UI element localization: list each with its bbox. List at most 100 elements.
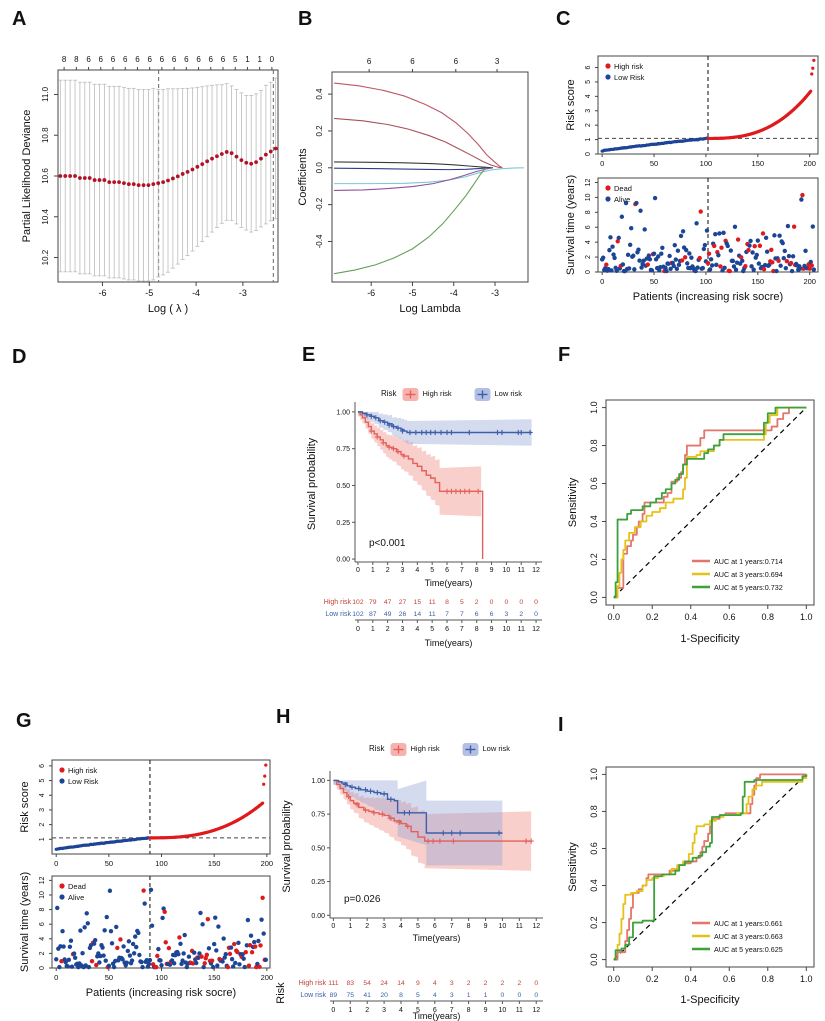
svg-text:8: 8 bbox=[467, 1007, 471, 1014]
svg-text:6: 6 bbox=[160, 55, 165, 64]
coef-path-0 bbox=[334, 82, 503, 169]
svg-text:0.0: 0.0 bbox=[607, 612, 620, 622]
svg-text:4: 4 bbox=[399, 923, 403, 930]
svg-text:11: 11 bbox=[518, 626, 525, 633]
svg-text:12: 12 bbox=[39, 876, 46, 884]
svg-text:1: 1 bbox=[484, 992, 488, 999]
panel-letter-h: H bbox=[276, 706, 291, 728]
svg-text:1.0: 1.0 bbox=[589, 768, 599, 781]
svg-text:10: 10 bbox=[499, 923, 507, 930]
svg-text:10: 10 bbox=[502, 567, 510, 574]
svg-text:200: 200 bbox=[261, 859, 274, 868]
panel-letter-c: C bbox=[556, 8, 571, 30]
svg-text:0: 0 bbox=[517, 992, 521, 999]
svg-text:5: 5 bbox=[233, 55, 238, 64]
svg-text:High risk: High risk bbox=[299, 980, 327, 987]
svg-text:11: 11 bbox=[518, 567, 525, 574]
svg-text:-6: -6 bbox=[98, 288, 106, 298]
svg-text:0.0: 0.0 bbox=[607, 974, 620, 984]
panel-letter-i: I bbox=[558, 714, 564, 736]
svg-text:6: 6 bbox=[410, 57, 415, 66]
svg-text:0: 0 bbox=[534, 992, 538, 999]
svg-text:150: 150 bbox=[752, 159, 765, 168]
svg-text:Risk: Risk bbox=[381, 389, 398, 398]
svg-text:1: 1 bbox=[467, 992, 471, 999]
svg-text:2: 2 bbox=[585, 123, 592, 127]
svg-text:Coefficients: Coefficients bbox=[297, 148, 309, 206]
svg-text:5: 5 bbox=[430, 567, 434, 574]
svg-text:7: 7 bbox=[460, 611, 464, 618]
svg-text:Survival probability: Survival probability bbox=[281, 800, 293, 893]
svg-text:200: 200 bbox=[803, 159, 816, 168]
svg-text:6: 6 bbox=[585, 65, 592, 69]
svg-text:Risk: Risk bbox=[275, 982, 287, 1004]
svg-text:0.50: 0.50 bbox=[311, 845, 325, 852]
svg-text:2: 2 bbox=[484, 980, 488, 987]
svg-text:Dead: Dead bbox=[68, 882, 86, 891]
panel-letter-f: F bbox=[558, 344, 571, 366]
svg-text:6: 6 bbox=[490, 611, 494, 618]
coef-path-1 bbox=[334, 117, 502, 169]
svg-text:-0.4: -0.4 bbox=[315, 234, 324, 248]
svg-text:0.25: 0.25 bbox=[336, 520, 350, 527]
panel-letter-e: E bbox=[302, 344, 316, 366]
svg-text:14: 14 bbox=[414, 611, 422, 618]
svg-text:2: 2 bbox=[517, 980, 521, 987]
svg-text:High risk: High risk bbox=[411, 744, 440, 753]
svg-text:4: 4 bbox=[433, 992, 437, 999]
svg-text:3: 3 bbox=[450, 980, 454, 987]
svg-text:89: 89 bbox=[330, 992, 338, 999]
roc-curve-0 bbox=[613, 773, 807, 961]
svg-text:0.50: 0.50 bbox=[336, 483, 350, 490]
svg-text:6: 6 bbox=[147, 55, 152, 64]
svg-text:0: 0 bbox=[585, 152, 592, 156]
lasso-cv-deviance-chart: 8 8 6 6 6 6 6 6 6 6 6 6 6 6 5 1 1 0-6 -5 -4 -310.210.410.610… bbox=[21, 55, 279, 315]
svg-text:Dead: Dead bbox=[614, 184, 632, 193]
svg-text:0: 0 bbox=[54, 973, 58, 982]
svg-text:Partial Likelihood Deviance: Partial Likelihood Deviance bbox=[21, 110, 33, 243]
svg-text:24: 24 bbox=[380, 980, 388, 987]
svg-text:0.4: 0.4 bbox=[684, 612, 697, 622]
svg-text:2: 2 bbox=[386, 626, 390, 633]
svg-text:6: 6 bbox=[39, 922, 46, 926]
svg-text:10: 10 bbox=[499, 1007, 507, 1014]
svg-text:7: 7 bbox=[460, 626, 464, 633]
svg-text:4: 4 bbox=[433, 980, 437, 987]
svg-text:0.8: 0.8 bbox=[762, 974, 775, 984]
svg-text:0: 0 bbox=[585, 270, 592, 274]
svg-text:Sensitivity: Sensitivity bbox=[567, 477, 579, 527]
svg-text:3: 3 bbox=[495, 57, 500, 66]
svg-text:10: 10 bbox=[39, 891, 46, 899]
svg-text:100: 100 bbox=[700, 277, 713, 286]
svg-text:3: 3 bbox=[585, 109, 592, 113]
svg-text:8: 8 bbox=[475, 567, 479, 574]
svg-text:0: 0 bbox=[534, 980, 538, 987]
svg-text:6: 6 bbox=[221, 55, 226, 64]
svg-text:8: 8 bbox=[475, 626, 479, 633]
svg-text:2: 2 bbox=[365, 1007, 369, 1014]
svg-text:0.00: 0.00 bbox=[336, 557, 350, 564]
svg-text:0.6: 0.6 bbox=[589, 477, 599, 490]
svg-text:12: 12 bbox=[585, 178, 592, 186]
svg-text:0: 0 bbox=[490, 599, 494, 606]
svg-text:8: 8 bbox=[585, 210, 592, 214]
svg-text:1: 1 bbox=[39, 837, 46, 841]
svg-text:Time(years): Time(years) bbox=[425, 578, 473, 588]
roc-curve-2 bbox=[613, 406, 807, 599]
svg-text:1.0: 1.0 bbox=[589, 401, 599, 414]
roc-curve-2 bbox=[613, 774, 808, 961]
svg-text:3: 3 bbox=[450, 992, 454, 999]
svg-text:AUC at 3 years:0.663: AUC at 3 years:0.663 bbox=[714, 932, 783, 941]
svg-text:5: 5 bbox=[585, 80, 592, 84]
svg-text:15: 15 bbox=[414, 599, 422, 606]
coef-path-3 bbox=[334, 167, 489, 171]
svg-text:2: 2 bbox=[39, 951, 46, 955]
svg-text:High risk: High risk bbox=[68, 766, 97, 775]
svg-text:0.2: 0.2 bbox=[589, 553, 599, 566]
svg-text:8: 8 bbox=[467, 923, 471, 930]
svg-text:8: 8 bbox=[445, 599, 449, 606]
svg-text:11: 11 bbox=[429, 599, 436, 606]
svg-text:0: 0 bbox=[54, 859, 58, 868]
svg-text:10.6: 10.6 bbox=[41, 168, 50, 184]
svg-text:9: 9 bbox=[484, 923, 488, 930]
